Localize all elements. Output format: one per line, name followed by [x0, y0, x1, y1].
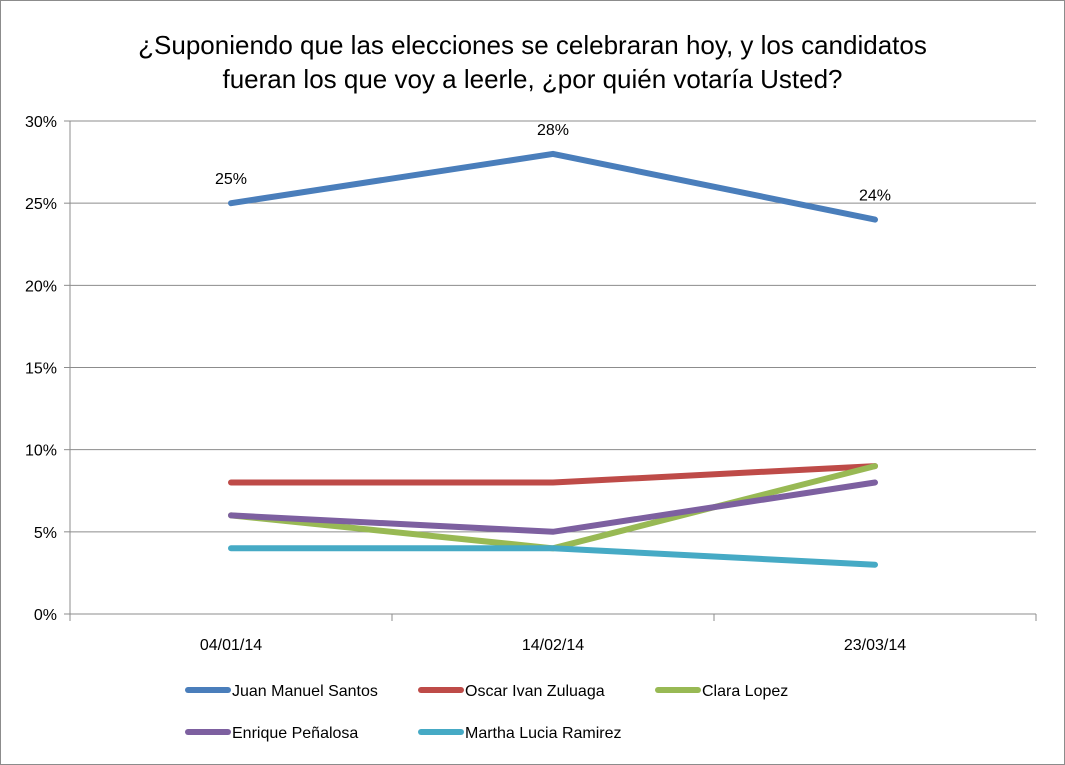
series-lines — [228, 150, 878, 568]
y-tick-label: 5% — [34, 525, 57, 542]
axes: 0% 5% 10% 15% 20% 25% 30% 04/01/14 14/02/14 23/03… — [25, 114, 1037, 654]
legend: Juan Manuel Santos Oscar Ivan Zuluaga Clar… — [185, 683, 788, 742]
series-line-martha-lucia-ramirez — [228, 545, 878, 568]
chart-title-line-2: fueran los que voy a leerle, ¿por quién … — [222, 64, 843, 94]
legend-label: Martha Lucia Ramirez — [465, 725, 622, 742]
series-line-enrique-pe-alosa — [228, 479, 878, 535]
x-tick-label: 23/03/14 — [844, 637, 906, 654]
y-tick-label: 20% — [25, 278, 57, 295]
y-tick-label: 25% — [25, 196, 57, 213]
chart-title-line-1: ¿Suponiendo que las elecciones se celebr… — [138, 30, 927, 60]
data-labels: 25% 28% 24% — [215, 122, 891, 205]
x-tick-label: 04/01/14 — [200, 637, 262, 654]
y-tick-label: 0% — [34, 607, 57, 624]
legend-label: Juan Manuel Santos — [232, 683, 378, 700]
legend-label: Clara Lopez — [702, 683, 788, 700]
legend-label: Enrique Peñalosa — [232, 725, 358, 742]
x-tick-label: 14/02/14 — [522, 637, 584, 654]
y-tick-label: 15% — [25, 361, 57, 378]
chart-title: ¿Suponiendo que las elecciones se celebr… — [0, 28, 1065, 96]
series-line-juan-manuel-santos — [228, 150, 878, 223]
y-tick-label: 10% — [25, 443, 57, 460]
legend-label: Oscar Ivan Zuluaga — [465, 683, 605, 700]
gridlines — [70, 120, 1036, 533]
series-line-clara-lopez — [228, 463, 878, 552]
y-tick-label: 30% — [25, 114, 57, 131]
series-line-oscar-ivan-zuluaga — [228, 463, 878, 486]
data-label: 28% — [537, 122, 569, 139]
data-label: 25% — [215, 171, 247, 188]
data-label: 24% — [859, 188, 891, 205]
